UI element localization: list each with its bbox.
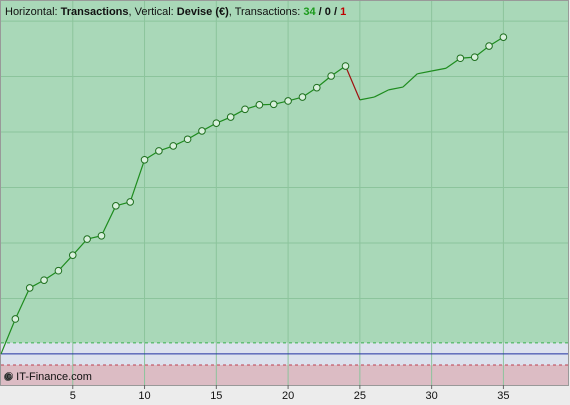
x-tick-label: 20 bbox=[282, 390, 294, 402]
x-tick-label: 30 bbox=[426, 390, 438, 402]
title-part: / bbox=[331, 6, 340, 18]
point bbox=[155, 147, 163, 155]
point bbox=[212, 119, 221, 127]
title-part: / bbox=[316, 6, 325, 18]
line-segment bbox=[0, 318, 16, 355]
point bbox=[11, 315, 20, 323]
title-part: 34 bbox=[303, 6, 316, 18]
line-segment bbox=[417, 70, 432, 75]
plot-border bbox=[0, 0, 569, 386]
point bbox=[284, 97, 292, 105]
watermark: © IT-Finance.com bbox=[5, 371, 92, 383]
line-segment bbox=[100, 205, 117, 237]
point bbox=[183, 135, 192, 144]
point bbox=[169, 142, 178, 150]
point bbox=[68, 251, 77, 259]
line-segment bbox=[373, 89, 389, 98]
icon bbox=[4, 373, 12, 381]
point bbox=[327, 72, 335, 80]
point bbox=[312, 83, 321, 92]
title-part: , Transactions: bbox=[229, 6, 304, 18]
x-tick-label: 15 bbox=[210, 390, 222, 402]
point bbox=[499, 33, 508, 41]
point bbox=[341, 62, 350, 70]
point bbox=[485, 42, 493, 50]
chart-title: Horizontal: Transactions, Vertical: Devi… bbox=[5, 6, 346, 18]
point bbox=[241, 105, 249, 114]
x-tick-label: 25 bbox=[354, 390, 366, 402]
band-below bbox=[1, 365, 568, 385]
point bbox=[226, 113, 235, 121]
line-segment bbox=[359, 96, 375, 101]
x-tick-label: 35 bbox=[497, 390, 509, 402]
line-segment bbox=[431, 67, 447, 72]
point bbox=[269, 100, 278, 109]
watermark-icon bbox=[4, 373, 12, 381]
point bbox=[470, 53, 479, 61]
title-part: Devise (€) bbox=[177, 6, 229, 18]
point bbox=[54, 266, 63, 275]
x-tick-label: 5 bbox=[70, 390, 76, 402]
point bbox=[140, 155, 149, 164]
point bbox=[97, 231, 106, 240]
point bbox=[112, 202, 120, 210]
title-part: Transactions bbox=[61, 6, 129, 18]
line-segment bbox=[129, 159, 146, 203]
x-tick-label: 10 bbox=[138, 390, 150, 402]
line-segment bbox=[14, 287, 31, 320]
point bbox=[25, 284, 34, 292]
point bbox=[126, 198, 134, 206]
point bbox=[456, 54, 465, 63]
point bbox=[198, 127, 206, 135]
point bbox=[83, 235, 91, 243]
point bbox=[40, 276, 48, 284]
loss-segment bbox=[344, 65, 361, 101]
title-part: 0 bbox=[325, 6, 331, 18]
line-segment bbox=[402, 73, 418, 88]
point bbox=[255, 101, 264, 109]
line-segment bbox=[388, 86, 404, 91]
point bbox=[298, 93, 307, 101]
title-part: Horizontal: bbox=[5, 6, 61, 18]
title-part: , Vertical: bbox=[129, 6, 177, 18]
title-part: 1 bbox=[340, 6, 346, 18]
